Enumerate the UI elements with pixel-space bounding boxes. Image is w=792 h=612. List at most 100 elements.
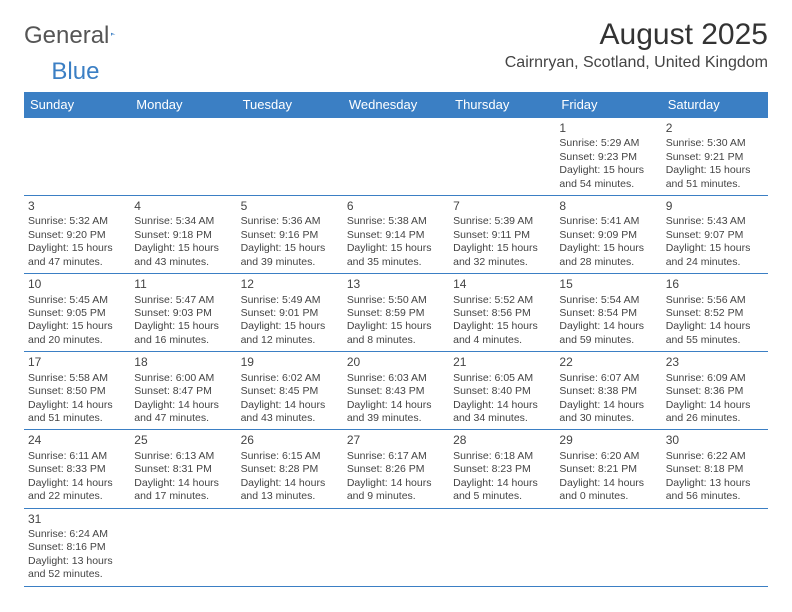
calendar-cell: 28Sunrise: 6:18 AMSunset: 8:23 PMDayligh…	[449, 430, 555, 508]
calendar-row: 10Sunrise: 5:45 AMSunset: 9:05 PMDayligh…	[24, 274, 768, 352]
location: Cairnryan, Scotland, United Kingdom	[505, 54, 768, 72]
day-header: Thursday	[449, 92, 555, 118]
day-number: 25	[134, 433, 232, 448]
daylight-line: Daylight: 15 hours and 43 minutes.	[134, 242, 232, 269]
calendar-cell: 6Sunrise: 5:38 AMSunset: 9:14 PMDaylight…	[343, 196, 449, 274]
day-number: 9	[666, 199, 764, 214]
day-number: 6	[347, 199, 445, 214]
sunset-line: Sunset: 8:16 PM	[28, 541, 126, 554]
sunrise-line: Sunrise: 6:11 AM	[28, 450, 126, 463]
sunrise-line: Sunrise: 5:52 AM	[453, 294, 551, 307]
flag-icon	[111, 25, 116, 43]
sunset-line: Sunset: 9:23 PM	[559, 151, 657, 164]
day-header: Monday	[130, 92, 236, 118]
sunrise-line: Sunrise: 5:29 AM	[559, 137, 657, 150]
calendar-cell: 12Sunrise: 5:49 AMSunset: 9:01 PMDayligh…	[237, 274, 343, 352]
day-header: Saturday	[662, 92, 768, 118]
day-number: 5	[241, 199, 339, 214]
calendar-cell	[343, 118, 449, 196]
calendar-cell: 13Sunrise: 5:50 AMSunset: 8:59 PMDayligh…	[343, 274, 449, 352]
day-number: 10	[28, 277, 126, 292]
sunset-line: Sunset: 8:45 PM	[241, 385, 339, 398]
day-number: 17	[28, 355, 126, 370]
daylight-line: Daylight: 14 hours and 47 minutes.	[134, 399, 232, 426]
sunset-line: Sunset: 8:28 PM	[241, 463, 339, 476]
daylight-line: Daylight: 14 hours and 30 minutes.	[559, 399, 657, 426]
sunrise-line: Sunrise: 5:49 AM	[241, 294, 339, 307]
daylight-line: Daylight: 14 hours and 51 minutes.	[28, 399, 126, 426]
sunset-line: Sunset: 8:47 PM	[134, 385, 232, 398]
daylight-line: Daylight: 15 hours and 47 minutes.	[28, 242, 126, 269]
calendar-cell: 21Sunrise: 6:05 AMSunset: 8:40 PMDayligh…	[449, 352, 555, 430]
sunrise-line: Sunrise: 6:02 AM	[241, 372, 339, 385]
sunrise-line: Sunrise: 6:07 AM	[559, 372, 657, 385]
sunset-line: Sunset: 8:38 PM	[559, 385, 657, 398]
sunset-line: Sunset: 9:03 PM	[134, 307, 232, 320]
calendar-cell: 17Sunrise: 5:58 AMSunset: 8:50 PMDayligh…	[24, 352, 130, 430]
day-number: 11	[134, 277, 232, 292]
calendar-cell	[130, 508, 236, 586]
day-number: 30	[666, 433, 764, 448]
sunset-line: Sunset: 8:21 PM	[559, 463, 657, 476]
calendar-row: 17Sunrise: 5:58 AMSunset: 8:50 PMDayligh…	[24, 352, 768, 430]
day-number: 4	[134, 199, 232, 214]
daylight-line: Daylight: 14 hours and 13 minutes.	[241, 477, 339, 504]
calendar-cell: 24Sunrise: 6:11 AMSunset: 8:33 PMDayligh…	[24, 430, 130, 508]
day-number: 29	[559, 433, 657, 448]
calendar-cell	[449, 508, 555, 586]
day-number: 21	[453, 355, 551, 370]
sunrise-line: Sunrise: 5:41 AM	[559, 215, 657, 228]
calendar-cell	[555, 508, 661, 586]
calendar-table: SundayMondayTuesdayWednesdayThursdayFrid…	[24, 92, 768, 587]
daylight-line: Daylight: 14 hours and 22 minutes.	[28, 477, 126, 504]
sunset-line: Sunset: 8:33 PM	[28, 463, 126, 476]
sunset-line: Sunset: 9:11 PM	[453, 229, 551, 242]
calendar-cell: 16Sunrise: 5:56 AMSunset: 8:52 PMDayligh…	[662, 274, 768, 352]
sunrise-line: Sunrise: 5:34 AM	[134, 215, 232, 228]
sunrise-line: Sunrise: 5:30 AM	[666, 137, 764, 150]
sunrise-line: Sunrise: 5:43 AM	[666, 215, 764, 228]
day-number: 8	[559, 199, 657, 214]
sunrise-line: Sunrise: 5:39 AM	[453, 215, 551, 228]
day-number: 12	[241, 277, 339, 292]
daylight-line: Daylight: 13 hours and 56 minutes.	[666, 477, 764, 504]
sunset-line: Sunset: 8:59 PM	[347, 307, 445, 320]
daylight-line: Daylight: 13 hours and 52 minutes.	[28, 555, 126, 582]
sunset-line: Sunset: 9:01 PM	[241, 307, 339, 320]
sunrise-line: Sunrise: 6:13 AM	[134, 450, 232, 463]
calendar-cell: 9Sunrise: 5:43 AMSunset: 9:07 PMDaylight…	[662, 196, 768, 274]
daylight-line: Daylight: 15 hours and 32 minutes.	[453, 242, 551, 269]
calendar-cell	[237, 508, 343, 586]
calendar-cell: 29Sunrise: 6:20 AMSunset: 8:21 PMDayligh…	[555, 430, 661, 508]
sunrise-line: Sunrise: 5:47 AM	[134, 294, 232, 307]
calendar-cell	[130, 118, 236, 196]
day-header: Sunday	[24, 92, 130, 118]
daylight-line: Daylight: 14 hours and 55 minutes.	[666, 320, 764, 347]
calendar-cell	[662, 508, 768, 586]
daylight-line: Daylight: 15 hours and 54 minutes.	[559, 164, 657, 191]
sunrise-line: Sunrise: 6:17 AM	[347, 450, 445, 463]
day-header: Friday	[555, 92, 661, 118]
sunset-line: Sunset: 8:40 PM	[453, 385, 551, 398]
day-header: Tuesday	[237, 92, 343, 118]
calendar-cell	[449, 118, 555, 196]
day-number: 13	[347, 277, 445, 292]
calendar-row: 31Sunrise: 6:24 AMSunset: 8:16 PMDayligh…	[24, 508, 768, 586]
sunset-line: Sunset: 8:26 PM	[347, 463, 445, 476]
calendar-cell: 22Sunrise: 6:07 AMSunset: 8:38 PMDayligh…	[555, 352, 661, 430]
sunset-line: Sunset: 9:21 PM	[666, 151, 764, 164]
sunset-line: Sunset: 8:43 PM	[347, 385, 445, 398]
daylight-line: Daylight: 14 hours and 5 minutes.	[453, 477, 551, 504]
calendar-cell: 14Sunrise: 5:52 AMSunset: 8:56 PMDayligh…	[449, 274, 555, 352]
sunrise-line: Sunrise: 5:54 AM	[559, 294, 657, 307]
day-number: 26	[241, 433, 339, 448]
day-number: 7	[453, 199, 551, 214]
day-number: 3	[28, 199, 126, 214]
day-number: 20	[347, 355, 445, 370]
sunrise-line: Sunrise: 6:20 AM	[559, 450, 657, 463]
daylight-line: Daylight: 15 hours and 51 minutes.	[666, 164, 764, 191]
sunset-line: Sunset: 8:23 PM	[453, 463, 551, 476]
calendar-cell: 7Sunrise: 5:39 AMSunset: 9:11 PMDaylight…	[449, 196, 555, 274]
sunset-line: Sunset: 8:50 PM	[28, 385, 126, 398]
sunset-line: Sunset: 9:18 PM	[134, 229, 232, 242]
